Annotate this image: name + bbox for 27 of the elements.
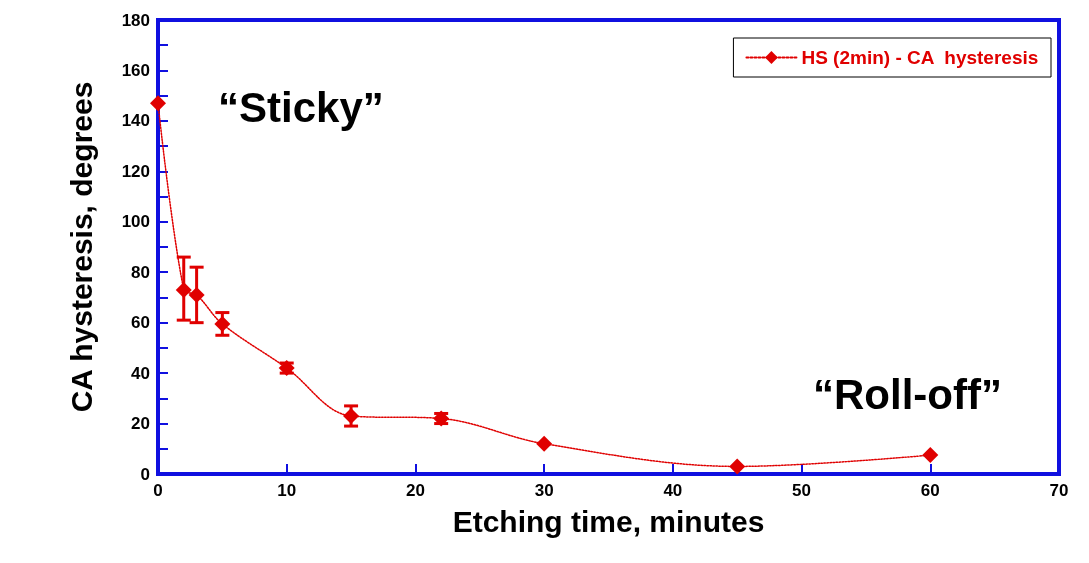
x-tick-label: 20 bbox=[405, 481, 425, 500]
y-tick-label: 100 bbox=[121, 212, 150, 232]
y-tick-label: 160 bbox=[121, 60, 150, 80]
y-tick-label: 140 bbox=[121, 111, 150, 131]
x-tick-label: 40 bbox=[663, 481, 683, 500]
legend-label: HS (2min) - CA hysteresis bbox=[801, 47, 1039, 68]
x-tick-label: 70 bbox=[1049, 481, 1069, 500]
y-tick-label: 120 bbox=[121, 161, 150, 181]
point bbox=[922, 447, 939, 464]
y-tick-label: 80 bbox=[131, 262, 150, 282]
annotation: “Roll-off” bbox=[813, 370, 1002, 418]
y-tick-label: 40 bbox=[131, 363, 150, 383]
y-axis-title: CA hysteresis, degrees bbox=[64, 81, 98, 413]
x-tick-label: 60 bbox=[920, 481, 940, 500]
y-tick-label: 0 bbox=[140, 464, 150, 484]
point bbox=[729, 458, 746, 475]
point bbox=[536, 435, 553, 452]
x-tick-label: 30 bbox=[534, 481, 554, 500]
x-tick-label: 10 bbox=[277, 481, 297, 500]
x-tick-label: 50 bbox=[792, 481, 812, 500]
annotation: “Sticky” bbox=[218, 83, 384, 131]
x-axis-title: Etching time, minutes bbox=[452, 504, 765, 538]
y-tick-label: 20 bbox=[131, 414, 150, 434]
x-tick-label: 0 bbox=[153, 481, 163, 500]
y-tick-label: 180 bbox=[121, 10, 150, 30]
point bbox=[150, 95, 166, 112]
y-tick-label: 60 bbox=[131, 313, 150, 333]
